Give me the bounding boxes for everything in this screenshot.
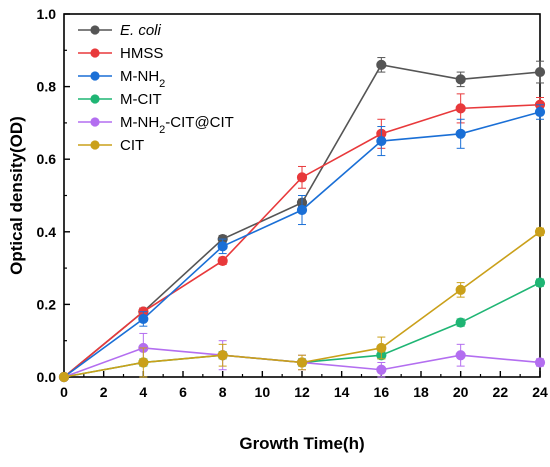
y-tick-label: 0.2 (37, 296, 57, 312)
legend-label: HMSS (120, 45, 163, 62)
data-point (217, 255, 228, 266)
legend-item: M-CIT (78, 91, 162, 108)
data-point (376, 135, 387, 147)
data-point (138, 313, 149, 325)
legend-marker (90, 71, 100, 81)
x-tick-label: 16 (374, 384, 390, 400)
tick-labels: 0 2 4 6 8 10 12 14 16 18 20 22 240.00.20.40.60.81.0 (37, 6, 548, 400)
legend-item: CIT (78, 137, 144, 154)
legend-marker (90, 48, 100, 58)
legend-label: CIT (120, 137, 144, 154)
legend-item: E. coli (78, 22, 162, 39)
data-point (534, 357, 546, 368)
legend-marker (90, 25, 100, 35)
data-point (455, 317, 466, 328)
data-point (455, 350, 466, 361)
data-point (534, 106, 546, 118)
legend-label: E. coli (120, 22, 162, 39)
data-point (376, 59, 387, 70)
legend-marker (90, 140, 100, 150)
y-tick-label: 0.6 (37, 151, 57, 167)
data-point (296, 172, 308, 183)
legend-item: HMSS (78, 45, 163, 62)
legend-label: M-NH2-CIT@CIT (120, 114, 234, 136)
legend-item: M-NH2 (78, 68, 165, 90)
data-point (534, 226, 546, 237)
x-tick-label: 8 (219, 384, 227, 400)
y-tick-label: 0.0 (37, 369, 57, 385)
x-tick-label: 0 (60, 384, 68, 400)
data-point (455, 284, 466, 295)
data-point (455, 103, 466, 114)
data-point (58, 371, 70, 383)
data-point (534, 277, 546, 288)
series-cit (58, 226, 546, 383)
data-point (455, 74, 466, 85)
x-tick-label: 14 (334, 384, 350, 400)
data-point (296, 204, 308, 216)
axes (63, 13, 541, 378)
legend-label: M-CIT (120, 91, 162, 108)
data-point (217, 241, 228, 252)
x-tick-label: 18 (413, 384, 429, 400)
x-tick-label: 2 (100, 384, 108, 400)
y-axis-title: Optical density(OD) (7, 116, 26, 275)
data-point (534, 66, 546, 78)
x-tick-label: 10 (255, 384, 271, 400)
y-tick-label: 1.0 (37, 6, 57, 22)
x-axis-title: Growth Time(h) (239, 434, 364, 453)
x-tick-label: 20 (453, 384, 469, 400)
series-group (58, 57, 546, 383)
y-tick-label: 0.4 (37, 224, 57, 240)
legend-label: M-NH2 (120, 68, 165, 90)
data-point (138, 357, 149, 368)
x-tick-label: 12 (294, 384, 310, 400)
data-point (376, 342, 387, 354)
data-point (217, 350, 228, 361)
x-tick-label: 4 (139, 384, 147, 400)
data-point (455, 128, 466, 139)
y-tick-label: 0.8 (37, 79, 57, 95)
legend-marker (90, 117, 100, 127)
legend-item: M-NH2-CIT@CIT (78, 114, 234, 136)
data-point (296, 357, 308, 368)
x-tick-label: 6 (179, 384, 187, 400)
data-point (376, 364, 387, 375)
legend-marker (90, 94, 100, 104)
x-tick-label: 24 (532, 384, 548, 400)
x-tick-label: 22 (493, 384, 509, 400)
